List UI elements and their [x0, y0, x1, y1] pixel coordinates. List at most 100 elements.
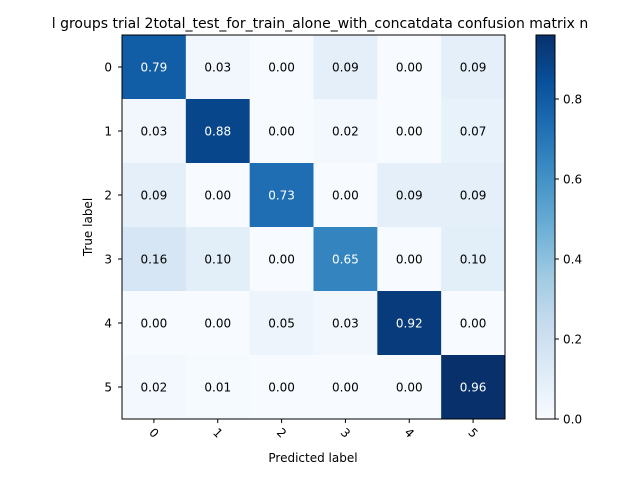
heatmap-cell: [185, 99, 251, 164]
cell-value-label: 0.65: [332, 253, 359, 267]
cell-value-label: 0.00: [268, 253, 295, 267]
cell-value-label: 0.88: [204, 125, 231, 139]
heatmap-cell: [441, 99, 506, 164]
heatmap-cell: [185, 227, 251, 292]
heatmap-cell: [313, 163, 378, 228]
heatmap-cell: [185, 35, 251, 100]
heatmap-cell: [185, 355, 251, 420]
cell-value-label: 0.02: [141, 381, 168, 395]
plot-frame: [121, 34, 506, 420]
heatmap-cell: [185, 291, 251, 356]
cell-value-label: 0.05: [268, 317, 295, 331]
heatmap-cell: [122, 227, 187, 292]
cell-value-label: 0.00: [396, 253, 423, 267]
heatmap-cell: [313, 227, 378, 292]
colorbar-tick-label: 0.4: [563, 253, 582, 267]
heatmap-cell: [122, 291, 187, 356]
heatmap-cell: [249, 227, 314, 292]
heatmap-cell: [441, 291, 506, 356]
cell-value-label: 0.92: [396, 317, 423, 331]
heatmap-cell: [377, 163, 442, 228]
cell-value-label: 0.03: [332, 317, 359, 331]
heatmap-cells: [122, 35, 506, 420]
heatmap-cell: [313, 291, 378, 356]
heatmap-cell: [377, 355, 442, 420]
cell-value-label: 0.00: [204, 317, 231, 331]
heatmap-cell: [441, 227, 506, 292]
chart-title: l groups trial 2total_test_for_train_alo…: [52, 16, 589, 32]
colorbar-tick-label: 0.0: [563, 413, 582, 427]
cell-value-label: 0.03: [141, 125, 168, 139]
heatmap-cell: [249, 163, 314, 228]
heatmap-cell: [377, 99, 442, 164]
colorbar-tick-label: 0.2: [563, 333, 582, 347]
heatmap-cell: [377, 227, 442, 292]
heatmap-cell: [185, 163, 251, 228]
cell-value-label: 0.02: [332, 125, 359, 139]
cell-value-label: 0.79: [141, 61, 168, 75]
cell-value-label: 0.00: [396, 381, 423, 395]
cell-value-label: 0.00: [268, 125, 295, 139]
cell-value-label: 0.09: [332, 61, 359, 75]
y-tick-label: 2: [104, 189, 112, 203]
heatmap-cell: [313, 355, 378, 420]
heatmap-cell: [377, 291, 442, 356]
heatmap-cell: [249, 291, 314, 356]
heatmap-cell: [249, 99, 314, 164]
x-axis-ticks: 0 1 2 3 4 5: [146, 419, 481, 441]
cell-value-label: 0.07: [460, 125, 487, 139]
x-tick-label: 5: [465, 425, 480, 440]
cell-value-label: 0.00: [396, 125, 423, 139]
x-tick-label: 3: [338, 425, 353, 440]
heatmap-cell: [122, 163, 187, 228]
heatmap-cell: [249, 355, 314, 420]
y-axis-label: True label: [81, 198, 95, 257]
cell-value-label: 0.00: [268, 61, 295, 75]
colorbar-ticks: 0.0 0.2 0.4 0.6 0.8: [555, 93, 582, 427]
cell-value-label: 0.10: [460, 253, 487, 267]
heatmap-cell: [441, 163, 506, 228]
y-tick-label: 1: [104, 125, 112, 139]
heatmap-cell: [122, 35, 187, 100]
x-tick-label: 4: [402, 425, 417, 440]
x-tick-label: 1: [210, 425, 225, 440]
cell-value-label: 0.73: [268, 189, 295, 203]
cell-value-label: 0.96: [460, 381, 487, 395]
x-tick-label: 0: [146, 425, 161, 440]
cell-value-label: 0.00: [396, 61, 423, 75]
y-axis-ticks: 0 1 2 3 4 5: [104, 61, 122, 395]
heatmap-cell: [441, 355, 506, 420]
cell-value-label: 0.09: [460, 189, 487, 203]
y-tick-label: 4: [104, 317, 112, 331]
cell-value-label: 0.00: [332, 381, 359, 395]
cell-value-label: 0.00: [460, 317, 487, 331]
heatmap-cell: [313, 99, 378, 164]
heatmap-cell: [249, 35, 314, 100]
cell-value-label: 0.09: [460, 61, 487, 75]
heatmap-cell: [122, 99, 187, 164]
colorbar-tick-label: 0.6: [563, 173, 582, 187]
heatmap-cell: [122, 355, 187, 420]
cell-value-label: 0.00: [332, 189, 359, 203]
x-axis-label: Predicted label: [268, 451, 357, 465]
colorbar-tick-label: 0.8: [563, 93, 582, 107]
y-tick-label: 3: [104, 253, 112, 267]
heatmap-cell: [441, 35, 506, 100]
y-tick-label: 5: [104, 381, 112, 395]
cell-value-label: 0.10: [204, 253, 231, 267]
cell-value-label: 0.01: [204, 381, 231, 395]
heatmap-cell: [313, 35, 378, 100]
cell-value-label: 0.00: [204, 189, 231, 203]
y-tick-label: 0: [104, 61, 112, 75]
cell-value-label: 0.00: [141, 317, 168, 331]
cell-value-label: 0.03: [204, 61, 231, 75]
heatmap-cell: [377, 35, 442, 100]
cell-value-label: 0.16: [141, 253, 168, 267]
heatmap-cell-labels: 0.79 0.03 0.00 0.09 0.00 0.09 0.03 0.88 0.00 0.02…: [141, 61, 487, 395]
cell-value-label: 0.09: [141, 189, 168, 203]
x-tick-label: 2: [274, 425, 289, 440]
cell-value-label: 0.09: [396, 189, 423, 203]
cell-value-label: 0.00: [268, 381, 295, 395]
colorbar: [535, 34, 556, 420]
